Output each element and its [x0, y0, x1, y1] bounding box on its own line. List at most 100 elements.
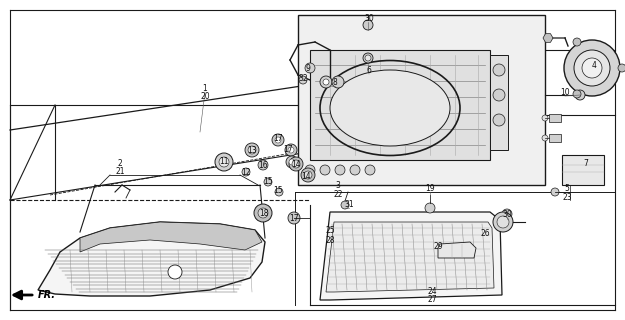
- Text: 4: 4: [591, 60, 596, 69]
- Circle shape: [289, 159, 295, 165]
- Text: 14: 14: [301, 172, 311, 180]
- Circle shape: [320, 165, 330, 175]
- Circle shape: [493, 114, 505, 126]
- Text: 22: 22: [333, 189, 342, 198]
- Text: 31: 31: [344, 199, 354, 209]
- Text: 11: 11: [219, 156, 229, 165]
- Circle shape: [292, 160, 300, 168]
- Circle shape: [299, 76, 307, 84]
- Circle shape: [582, 58, 602, 78]
- Circle shape: [288, 212, 300, 224]
- Bar: [562, 155, 604, 185]
- Circle shape: [285, 144, 297, 156]
- Circle shape: [264, 178, 272, 186]
- Polygon shape: [320, 212, 502, 300]
- Circle shape: [493, 212, 513, 232]
- Circle shape: [493, 64, 505, 76]
- Polygon shape: [438, 242, 476, 258]
- Text: 17: 17: [289, 213, 299, 222]
- Circle shape: [320, 76, 332, 88]
- Text: FR.: FR.: [38, 290, 56, 300]
- Circle shape: [289, 157, 303, 171]
- Circle shape: [215, 153, 233, 171]
- Circle shape: [502, 209, 512, 219]
- Text: 5: 5: [564, 183, 569, 193]
- Bar: [310, 50, 490, 160]
- Circle shape: [573, 38, 581, 46]
- Circle shape: [575, 90, 585, 100]
- Circle shape: [304, 171, 312, 179]
- Text: 30: 30: [502, 210, 512, 219]
- Circle shape: [542, 115, 548, 121]
- Text: 27: 27: [428, 295, 437, 305]
- Text: 3: 3: [336, 180, 341, 189]
- Bar: [298, 15, 545, 185]
- Circle shape: [275, 137, 281, 143]
- Text: 20: 20: [200, 92, 210, 100]
- Text: 19: 19: [425, 183, 435, 193]
- Circle shape: [363, 53, 373, 63]
- Text: 10: 10: [560, 87, 570, 97]
- Circle shape: [323, 79, 329, 85]
- Text: 7: 7: [584, 158, 589, 167]
- Circle shape: [574, 50, 610, 86]
- Circle shape: [332, 76, 344, 88]
- Circle shape: [618, 64, 625, 72]
- Text: 18: 18: [259, 209, 269, 218]
- Circle shape: [301, 168, 315, 182]
- Circle shape: [245, 143, 259, 157]
- Circle shape: [551, 188, 559, 196]
- Text: 29: 29: [433, 242, 442, 251]
- Circle shape: [248, 146, 256, 154]
- Text: 17: 17: [273, 133, 282, 142]
- Circle shape: [365, 55, 371, 61]
- Text: 14: 14: [291, 159, 301, 169]
- Text: 30: 30: [364, 13, 374, 22]
- Text: 1: 1: [202, 84, 208, 92]
- Text: 15: 15: [263, 177, 272, 186]
- Text: 21: 21: [115, 166, 125, 175]
- Text: 13: 13: [248, 146, 257, 155]
- Circle shape: [425, 203, 435, 213]
- Circle shape: [305, 165, 315, 175]
- Circle shape: [242, 168, 250, 176]
- Text: 6: 6: [366, 66, 371, 75]
- Text: 28: 28: [325, 236, 335, 244]
- Polygon shape: [38, 222, 265, 296]
- Text: 2: 2: [118, 158, 122, 167]
- Circle shape: [305, 63, 315, 73]
- Circle shape: [288, 147, 294, 153]
- Circle shape: [258, 208, 268, 218]
- Bar: [549, 114, 561, 122]
- Circle shape: [497, 216, 509, 228]
- Text: 24: 24: [428, 286, 437, 295]
- Bar: [490, 55, 508, 150]
- Circle shape: [272, 134, 284, 146]
- Circle shape: [335, 165, 345, 175]
- Polygon shape: [326, 222, 494, 292]
- Circle shape: [219, 157, 229, 167]
- Circle shape: [564, 40, 620, 96]
- Circle shape: [365, 165, 375, 175]
- Text: 25: 25: [325, 226, 335, 235]
- Text: 26: 26: [480, 228, 490, 237]
- Text: 32: 32: [298, 74, 308, 83]
- Circle shape: [275, 188, 283, 196]
- Text: 8: 8: [332, 77, 338, 86]
- Circle shape: [286, 156, 298, 168]
- Polygon shape: [80, 222, 262, 252]
- Circle shape: [542, 135, 548, 141]
- Text: 17: 17: [283, 145, 292, 154]
- Bar: [549, 134, 561, 142]
- Circle shape: [254, 204, 272, 222]
- Text: 15: 15: [273, 186, 282, 195]
- Text: 9: 9: [306, 63, 311, 73]
- Text: 16: 16: [258, 161, 268, 170]
- Circle shape: [350, 165, 360, 175]
- Circle shape: [573, 90, 581, 98]
- Text: 23: 23: [562, 193, 572, 202]
- Polygon shape: [543, 34, 553, 42]
- Ellipse shape: [330, 70, 450, 146]
- Circle shape: [168, 265, 182, 279]
- Circle shape: [341, 201, 349, 209]
